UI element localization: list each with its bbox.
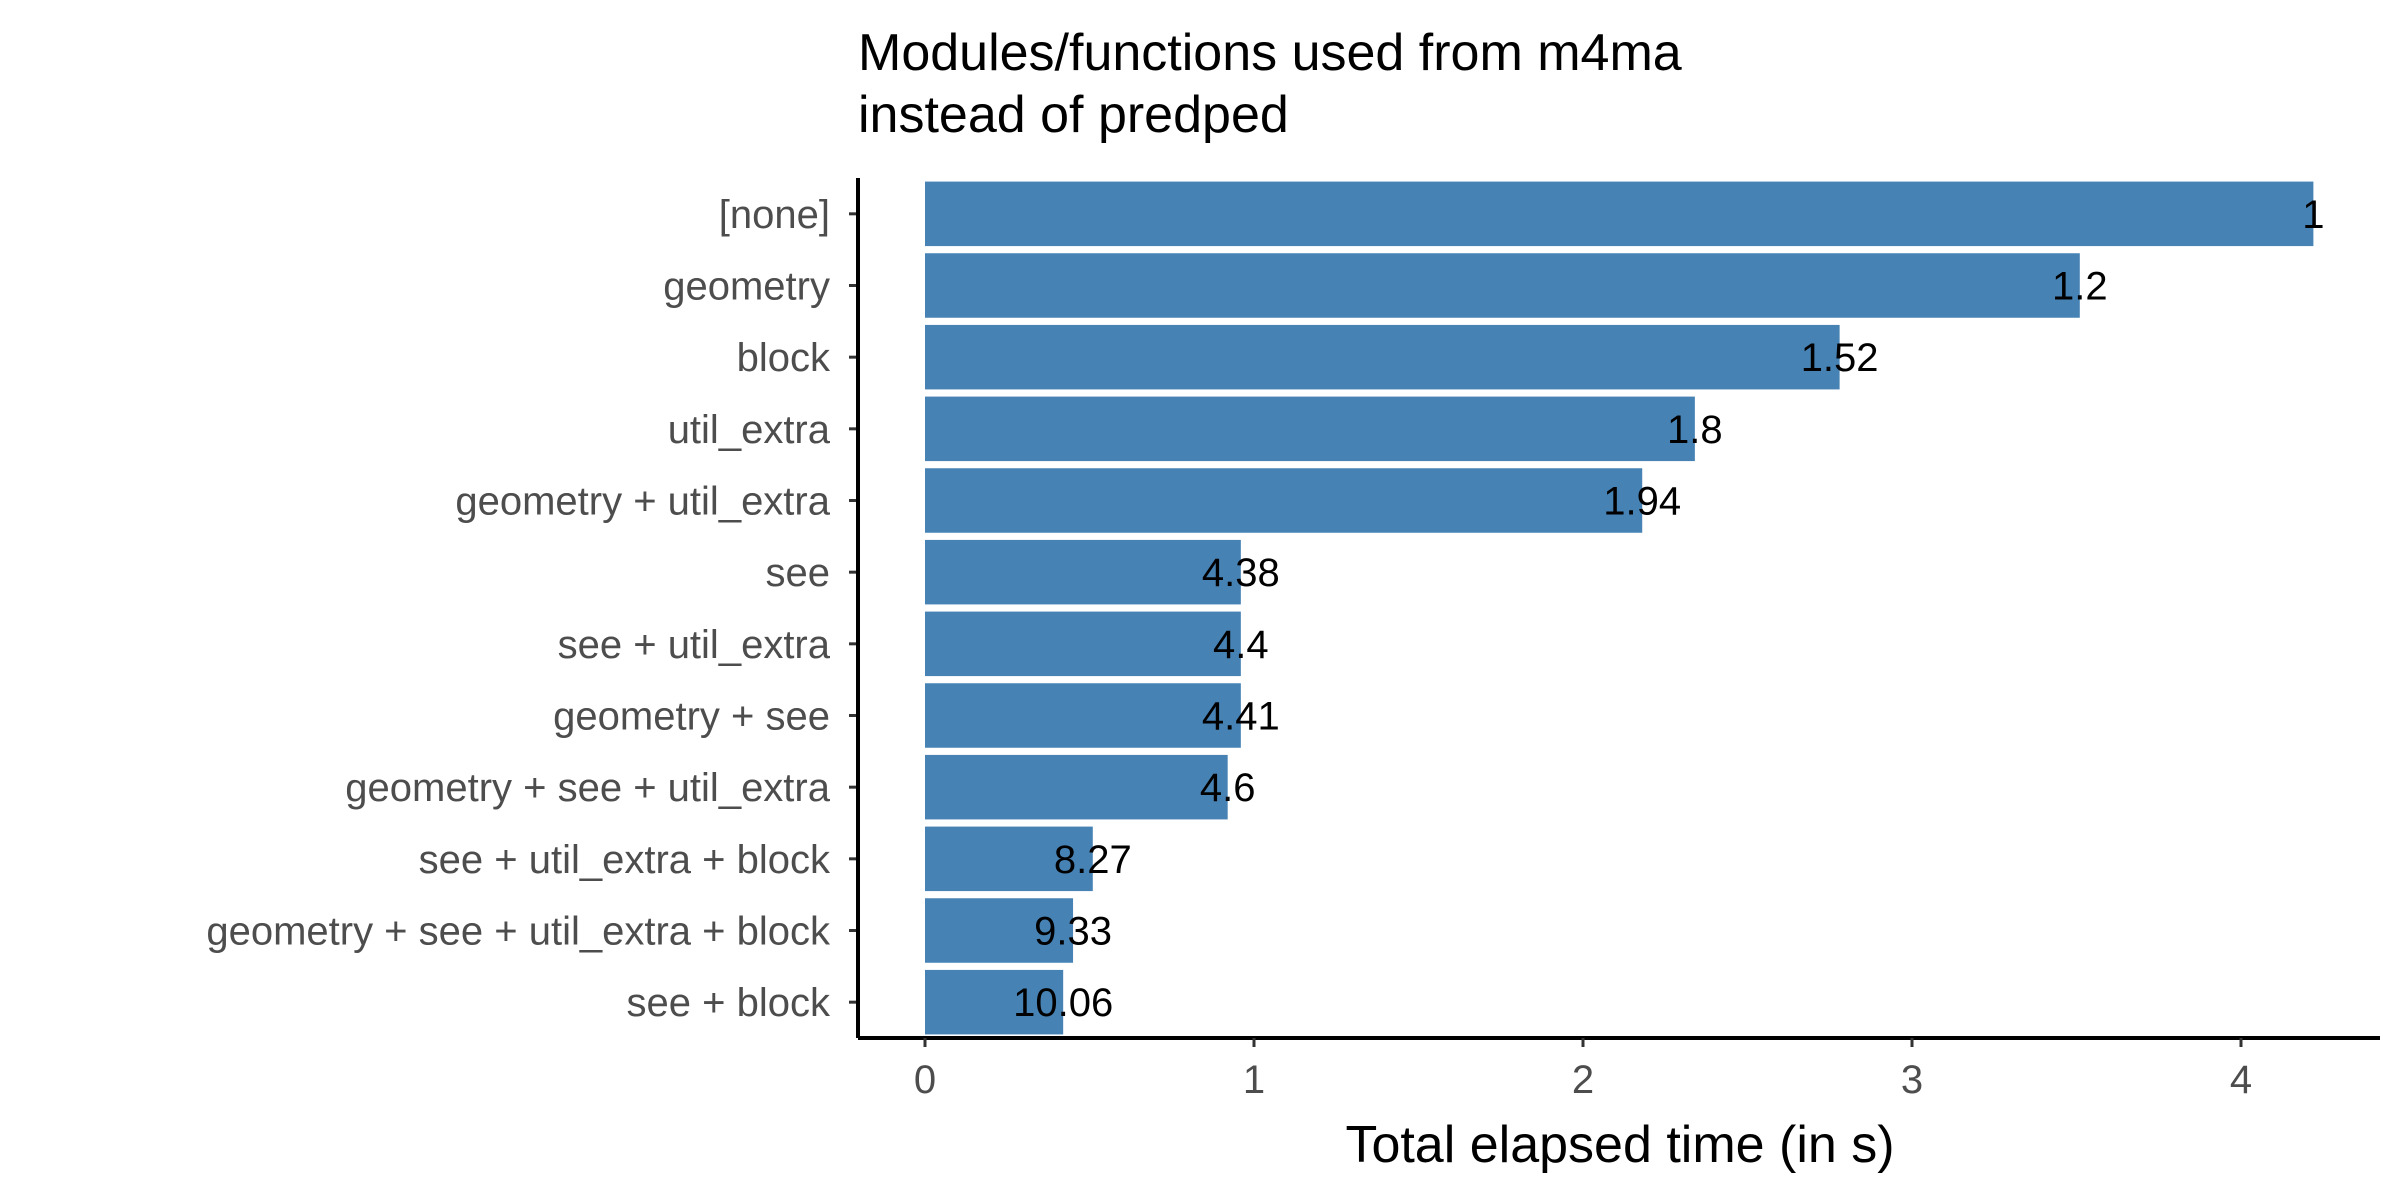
x-axis: 0 1 2 3 4 (858, 1036, 2380, 1102)
bar (925, 826, 1093, 892)
data-label: 4.38 (1202, 551, 1280, 595)
category-label: geometry + see + util_extra (345, 766, 830, 810)
y-axis: [none] geometry block util_extra geometry + … (206, 178, 860, 1038)
x-tick-label: 2 (1572, 1058, 1594, 1102)
bar (925, 969, 1064, 1035)
data-label: 9.33 (1034, 910, 1112, 954)
data-label: 1 (2302, 193, 2324, 237)
bars-group (925, 181, 2314, 1035)
data-labels-group: 1 1.2 1.52 1.8 1.94 4.38 4.4 4.41 4.6 8.27 9.33 10.… (1013, 193, 2324, 1025)
category-label: geometry + see (553, 695, 830, 739)
category-label: see (766, 551, 831, 595)
data-label: 10.06 (1013, 981, 1113, 1025)
category-label: see + block (627, 981, 831, 1025)
bar (925, 611, 1241, 677)
data-label: 4.6 (1200, 766, 1256, 810)
category-label: geometry + util_extra (455, 480, 830, 524)
chart-title-text: Modules/functions used from m4ma instead … (858, 24, 1682, 144)
bar (925, 468, 1643, 533)
x-axis-title: Total elapsed time (in s) (1345, 1116, 1894, 1174)
data-label: 1.52 (1801, 336, 1879, 380)
bar (925, 898, 1074, 963)
bar (925, 253, 2080, 318)
bar (925, 181, 2314, 247)
bar (925, 683, 1241, 748)
data-label: 8.27 (1054, 838, 1132, 882)
category-label: geometry (663, 265, 830, 309)
data-label: 1.8 (1667, 408, 1723, 452)
category-label: block (737, 336, 831, 380)
category-label: geometry + see + util_extra + block (206, 910, 831, 954)
data-label: 1.2 (2052, 265, 2108, 309)
x-tick-label: 1 (1243, 1058, 1265, 1102)
chart-title-line: Modules/functions used from m4ma (858, 24, 1682, 82)
bar (925, 539, 1241, 605)
bar (925, 754, 1228, 820)
chart-title-line: instead of predped (858, 86, 1289, 144)
data-label: 1.94 (1603, 480, 1681, 524)
chart-title: Modules/functions used from m4ma instead … (858, 24, 1682, 144)
data-label: 4.4 (1213, 623, 1269, 667)
category-label: [none] (719, 193, 830, 237)
bar (925, 324, 1840, 390)
category-label: util_extra (668, 408, 831, 452)
x-tick-label: 0 (914, 1058, 936, 1102)
data-label: 4.41 (1202, 695, 1280, 739)
category-label: see + util_extra + block (419, 838, 831, 882)
category-label: see + util_extra (558, 623, 831, 667)
bar (925, 396, 1695, 462)
x-tick-label: 4 (2230, 1058, 2252, 1102)
x-tick-label: 3 (1901, 1058, 1923, 1102)
